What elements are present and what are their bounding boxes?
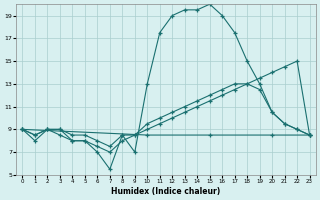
X-axis label: Humidex (Indice chaleur): Humidex (Indice chaleur) [111, 187, 221, 196]
